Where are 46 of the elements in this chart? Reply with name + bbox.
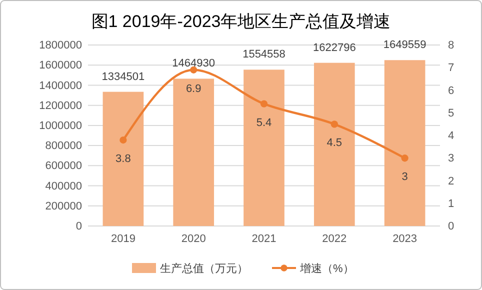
x-tick-label: 2022 bbox=[322, 232, 347, 245]
y-tick-label: 400000 bbox=[45, 180, 82, 192]
y-tick-label: 1000000 bbox=[39, 120, 82, 132]
point bbox=[120, 136, 127, 144]
y-tick-label: 0 bbox=[76, 220, 82, 233]
data-label: 3 bbox=[402, 171, 408, 184]
data-label: 1464930 bbox=[172, 58, 216, 70]
legend-label: 生产总值（万元） bbox=[160, 262, 248, 275]
point bbox=[401, 154, 408, 162]
x-tick-label: 2023 bbox=[392, 232, 418, 245]
data-label: 1554558 bbox=[242, 48, 286, 61]
bar bbox=[173, 78, 214, 226]
y-tick-label: 200000 bbox=[45, 200, 82, 212]
x-tick-label: 2021 bbox=[252, 232, 276, 245]
data-label: 4.5 bbox=[326, 137, 342, 150]
point bbox=[260, 100, 268, 108]
data-label: 1622796 bbox=[312, 42, 356, 54]
y2-tick-label: 4 bbox=[448, 130, 454, 142]
y2-tick-label: 0 bbox=[448, 220, 454, 233]
x-tick-label: 2019 bbox=[110, 232, 136, 245]
bar bbox=[384, 60, 426, 226]
y-tick-label: 1200000 bbox=[39, 100, 82, 112]
bar bbox=[314, 62, 355, 226]
y2-tick-label: 2 bbox=[448, 175, 454, 188]
y2-tick-label: 3 bbox=[448, 152, 454, 165]
y2-tick-label: 1 bbox=[448, 198, 454, 210]
data-label: 1334501 bbox=[102, 70, 145, 83]
point bbox=[330, 120, 338, 128]
x-tick-label: 2020 bbox=[181, 232, 206, 245]
y2-tick-label: 5 bbox=[448, 107, 454, 120]
y-tick-label: 1400000 bbox=[39, 80, 82, 92]
bar bbox=[244, 70, 284, 226]
data-label: 6.9 bbox=[186, 82, 202, 95]
y2-tick-label: 7 bbox=[448, 62, 454, 74]
data-label: 1649559 bbox=[383, 39, 426, 52]
y-tick-label: 600000 bbox=[45, 160, 82, 172]
data-label: 5.4 bbox=[256, 116, 272, 129]
y-tick-label: 800000 bbox=[45, 140, 82, 152]
y-tick-label: 1800000 bbox=[39, 40, 82, 52]
y2-tick-label: 8 bbox=[448, 40, 454, 52]
y2-tick-label: 6 bbox=[448, 84, 454, 97]
bar bbox=[102, 92, 144, 226]
legend-label: 增速（%） bbox=[299, 262, 354, 275]
data-label: 3.8 bbox=[116, 153, 131, 166]
chart-title: 图1 2019年-2023年地区生产总值及增速 bbox=[91, 12, 391, 31]
y-tick-label: 1600000 bbox=[39, 60, 82, 72]
